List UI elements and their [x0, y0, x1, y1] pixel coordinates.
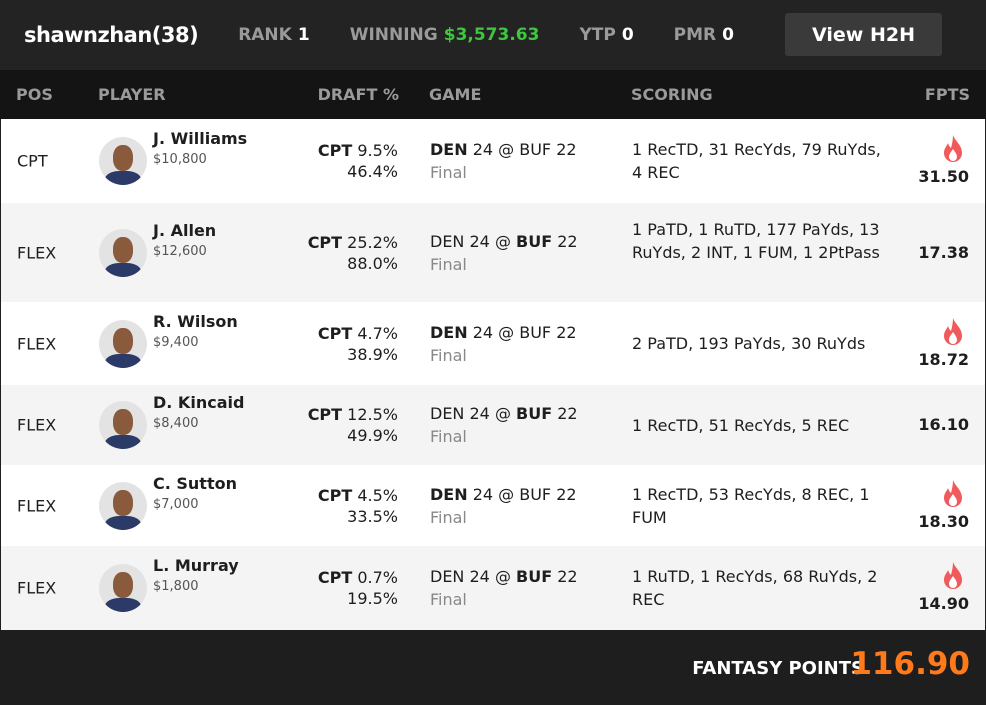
- entry-header: shawnzhan(38) RANK 1 WINNING $3,573.63 YTP…: [0, 0, 986, 70]
- fantasy-points: 17.38: [918, 242, 969, 262]
- player-salary: $8,400: [153, 416, 199, 431]
- player-avatar: [99, 137, 147, 185]
- position: CPT: [17, 151, 48, 171]
- fantasy-points-label: FANTASY POINTS: [692, 658, 864, 679]
- draft-percent: CPT 4.7% 38.9%: [317, 323, 398, 364]
- view-h2h-button[interactable]: View H2H: [785, 13, 942, 56]
- player-salary: $12,600: [153, 243, 207, 259]
- game-info: DEN 24 @ BUF 22 Final: [430, 231, 578, 274]
- fantasy-points: 16.10: [918, 415, 969, 434]
- fantasy-points: 31.50: [918, 167, 969, 186]
- col-scoring: SCORING: [631, 85, 713, 104]
- game-info: DEN 24 @ BUF 22 Final: [430, 484, 577, 527]
- column-headers: POS PLAYER DRAFT % GAME SCORING FPTS: [0, 70, 986, 119]
- player-row[interactable]: CPT J. Williams $10,800 CPT 9.5% 46.4% DEN 24…: [0, 119, 986, 203]
- player-row[interactable]: FLEX R. Wilson $9,400 CPT 4.7% 38.9% DEN 24 @…: [0, 302, 986, 385]
- player-name[interactable]: J. Williams: [153, 129, 248, 148]
- player-row[interactable]: FLEX C. Sutton $7,000 CPT 4.5% 33.5% DEN 24 @…: [0, 465, 986, 546]
- game-info: DEN 24 @ BUF 22 Final: [430, 404, 578, 446]
- player-salary: $1,800: [153, 579, 199, 594]
- scoring-detail: 1 PaTD, 1 RuTD, 177 PaYds, 13 RuYds, 2 I…: [632, 220, 880, 262]
- draft-percent: CPT 0.7% 19.5%: [317, 568, 398, 608]
- rank-stat: RANK 1: [238, 25, 310, 45]
- col-player: PLAYER: [98, 85, 166, 104]
- col-pos: POS: [16, 85, 53, 104]
- player-salary: $7,000: [153, 496, 199, 512]
- winning-stat: WINNING $3,573.63: [349, 25, 540, 45]
- footer: FANTASY POINTS 116.90: [0, 630, 986, 705]
- player-name[interactable]: D. Kincaid: [153, 393, 245, 412]
- flame-icon: [944, 317, 962, 345]
- username: shawnzhan(38): [24, 23, 199, 47]
- position: FLEX: [17, 243, 57, 262]
- player-row[interactable]: FLEX J. Allen $12,600 CPT 25.2% 88.0% DEN 24 …: [0, 203, 986, 302]
- fantasy-points: 18.30: [918, 511, 969, 531]
- player-avatar: [99, 228, 147, 277]
- player-salary: $9,400: [153, 334, 199, 350]
- position: FLEX: [17, 334, 57, 353]
- draft-percent: CPT 4.5% 33.5%: [317, 485, 398, 526]
- player-avatar: [99, 401, 147, 449]
- col-game: GAME: [429, 85, 482, 104]
- flame-icon: [944, 479, 962, 507]
- flame-icon: [944, 562, 962, 589]
- ytp-stat: YTP 0: [579, 25, 634, 45]
- player-avatar: [99, 481, 147, 530]
- game-info: DEN 24 @ BUF 22 Final: [430, 140, 577, 182]
- position: FLEX: [17, 496, 57, 515]
- player-name[interactable]: J. Allen: [153, 220, 217, 240]
- player-name[interactable]: C. Sutton: [153, 473, 237, 493]
- pmr-stat: PMR 0: [673, 25, 734, 45]
- game-info: DEN 24 @ BUF 22 Final: [430, 567, 578, 609]
- scoring-detail: 1 RecTD, 31 RecYds, 79 RuYds, 4 REC: [632, 140, 881, 182]
- scoring-detail: 2 PaTD, 193 PaYds, 30 RuYds: [632, 334, 866, 353]
- fantasy-points: 14.90: [918, 594, 969, 613]
- player-row[interactable]: FLEX D. Kincaid $8,400 CPT 12.5% 49.9% DEN 24…: [0, 385, 986, 465]
- player-avatar: [99, 319, 147, 368]
- game-info: DEN 24 @ BUF 22 Final: [430, 322, 577, 365]
- col-fpts: FPTS: [924, 85, 970, 104]
- draft-percent: CPT 9.5% 46.4%: [317, 141, 398, 181]
- scoring-detail: 1 RecTD, 51 RecYds, 5 REC: [632, 415, 850, 435]
- scoring-detail: 1 RuTD, 1 RecYds, 68 RuYds, 2 REC: [632, 567, 878, 609]
- flame-icon: [944, 135, 962, 162]
- fantasy-points: 18.72: [918, 349, 969, 369]
- col-draft: DRAFT %: [317, 85, 399, 104]
- player-name[interactable]: L. Murray: [153, 556, 239, 575]
- player-salary: $10,800: [153, 152, 207, 167]
- player-row[interactable]: FLEX L. Murray $1,800 CPT 0.7% 19.5% DEN 24 @…: [0, 546, 986, 630]
- player-avatar: [99, 564, 147, 612]
- draft-percent: CPT 25.2% 88.0%: [307, 232, 398, 273]
- position: FLEX: [17, 415, 57, 435]
- draft-percent: CPT 12.5% 49.9%: [307, 405, 398, 445]
- player-name[interactable]: R. Wilson: [153, 311, 238, 331]
- position: FLEX: [17, 578, 57, 598]
- scoring-detail: 1 RecTD, 53 RecYds, 8 REC, 1 FUM: [632, 484, 870, 527]
- fantasy-points-total: 116.90: [850, 646, 970, 682]
